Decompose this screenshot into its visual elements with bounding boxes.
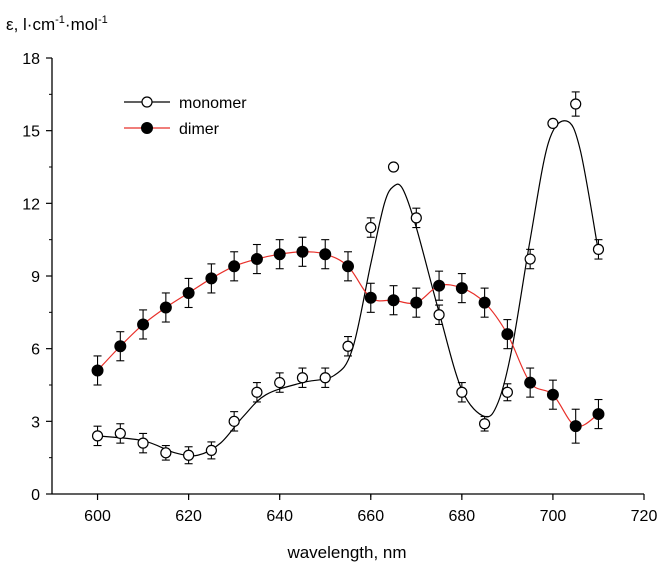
point-dimer — [182, 286, 195, 299]
point-monomer — [365, 221, 377, 234]
x-tick-label: 600 — [84, 508, 111, 525]
y-tick-label: 9 — [31, 269, 40, 286]
point-dimer — [273, 248, 286, 261]
point-dimer — [387, 294, 400, 307]
point-dimer — [410, 296, 423, 309]
y-tick-label: 6 — [31, 342, 40, 359]
point-monomer — [114, 427, 126, 440]
x-tick-label: 720 — [631, 508, 658, 525]
point-dimer — [478, 296, 491, 309]
point-dimer — [592, 408, 605, 421]
point-dimer — [91, 364, 104, 377]
point-dimer — [364, 291, 377, 304]
point-dimer — [569, 420, 582, 433]
point-monomer — [342, 340, 354, 352]
legend-item-dimer: dimer — [124, 121, 220, 138]
data-markers — [91, 98, 605, 461]
point-dimer — [114, 340, 127, 353]
y-axis-title: ε, l·cm-1·mol-1 — [6, 14, 108, 34]
point-monomer — [251, 386, 263, 398]
x-tick-label: 700 — [540, 508, 567, 525]
point-monomer — [205, 444, 217, 456]
point-monomer — [296, 372, 309, 384]
point-monomer — [410, 212, 422, 224]
point-monomer — [183, 449, 195, 461]
point-monomer — [387, 161, 400, 173]
point-dimer — [433, 279, 446, 292]
point-dimer — [455, 282, 468, 295]
y-tick-label: 3 — [31, 414, 40, 431]
point-monomer — [501, 386, 513, 398]
x-axis-title: wavelength, nm — [286, 543, 406, 562]
point-monomer — [592, 243, 605, 255]
point-monomer — [479, 418, 491, 430]
legend-marker-monomer — [141, 96, 153, 108]
point-monomer — [547, 117, 559, 130]
point-monomer — [91, 430, 104, 442]
point-dimer — [250, 253, 263, 266]
point-monomer — [433, 309, 445, 321]
point-dimer — [228, 260, 241, 273]
legend-label-dimer: dimer — [179, 121, 220, 138]
point-monomer — [570, 98, 582, 110]
point-monomer — [160, 447, 172, 459]
point-monomer — [319, 372, 331, 384]
fit-line-monomer — [97, 120, 600, 457]
point-dimer — [546, 388, 559, 401]
x-tick-label: 620 — [175, 508, 202, 525]
x-tick-label: 660 — [357, 508, 384, 525]
point-monomer — [274, 376, 286, 389]
y-tick-label: 0 — [31, 487, 40, 504]
error-bars — [93, 91, 603, 465]
axis-ticks: 600 620 640 660 680 700 720 0 3 6 9 12 15 18 — [22, 51, 657, 525]
point-dimer — [205, 272, 218, 285]
point-dimer — [137, 318, 150, 331]
legend-marker-dimer — [141, 122, 153, 134]
legend-label-monomer: monomer — [179, 95, 247, 112]
point-dimer — [296, 245, 309, 258]
point-monomer — [228, 415, 240, 427]
point-dimer — [342, 260, 354, 273]
point-dimer — [524, 376, 537, 389]
x-tick-label: 680 — [448, 508, 475, 525]
y-tick-label: 18 — [22, 51, 40, 68]
legend-item-monomer: monomer — [124, 95, 247, 112]
point-monomer — [137, 437, 149, 449]
y-tick-label: 15 — [22, 124, 40, 141]
fit-lines — [97, 120, 600, 457]
x-tick-label: 640 — [266, 508, 293, 525]
y-tick-label: 12 — [22, 196, 40, 213]
point-dimer — [159, 301, 172, 314]
point-dimer — [501, 328, 514, 341]
point-monomer — [524, 253, 536, 265]
legend: monomer dimer — [124, 95, 247, 138]
point-monomer — [456, 386, 468, 398]
point-dimer — [319, 248, 332, 261]
